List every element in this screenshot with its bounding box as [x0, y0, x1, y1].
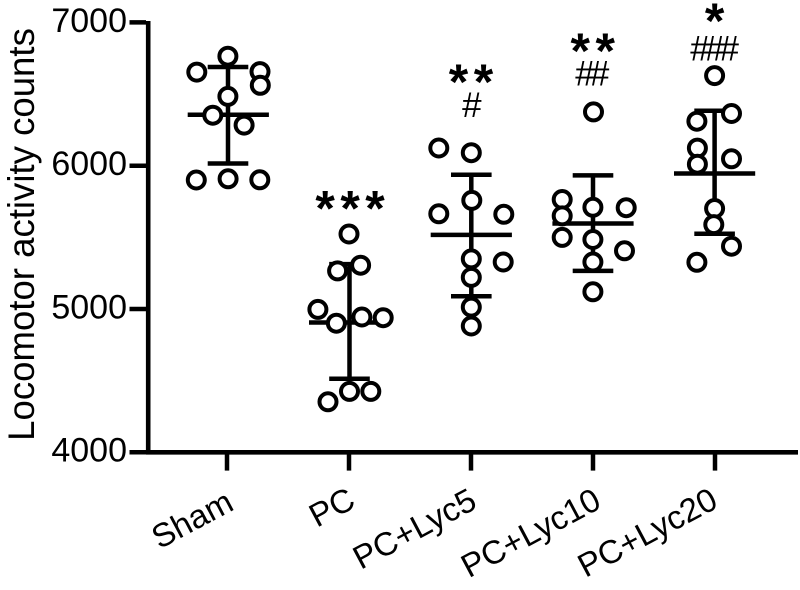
svg-text:###: ### [690, 29, 739, 68]
svg-text:**: ** [449, 54, 499, 110]
svg-text:**: ** [571, 23, 621, 79]
svg-text:Locomotor activity counts: Locomotor activity counts [1, 28, 42, 441]
svg-text:***: *** [315, 180, 390, 236]
svg-text:7000: 7000 [51, 2, 127, 40]
svg-text:*: * [705, 0, 730, 49]
svg-text:5000: 5000 [51, 288, 127, 326]
svg-text:Sham: Sham [145, 483, 238, 556]
svg-text:6000: 6000 [51, 145, 127, 183]
svg-text:4000: 4000 [51, 432, 127, 470]
svg-text:PC: PC [303, 480, 361, 534]
